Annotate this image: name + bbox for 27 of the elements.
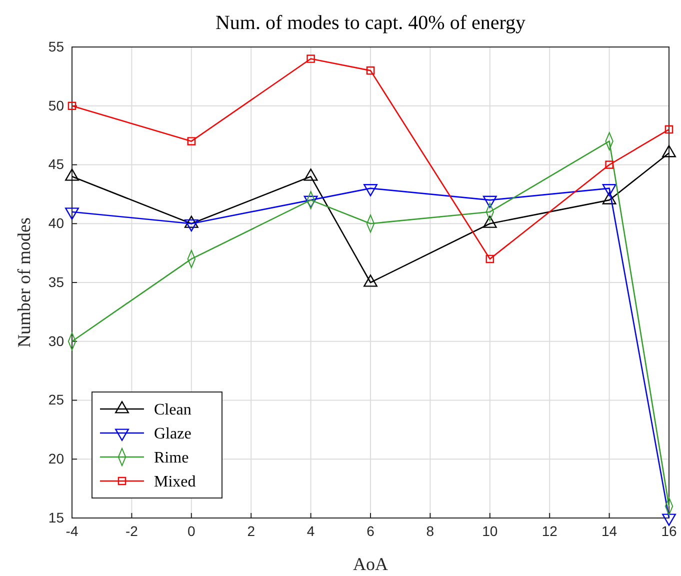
x-tick-label: 16 xyxy=(661,522,677,539)
legend-label: Rime xyxy=(154,450,189,467)
y-tick-label: 30 xyxy=(48,332,64,349)
x-tick-label: 8 xyxy=(426,522,434,539)
y-tick-label: 55 xyxy=(48,38,64,54)
y-axis-title: Number of modes xyxy=(14,218,34,348)
x-tick-label: -2 xyxy=(125,522,138,539)
x-tick-label: 12 xyxy=(542,522,558,539)
x-tick-label: 2 xyxy=(247,522,256,539)
x-tick-label: -4 xyxy=(66,522,78,539)
legend-label: Mixed xyxy=(154,474,196,491)
x-axis-title: AoA xyxy=(353,554,388,574)
legend-label: Clean xyxy=(154,402,192,419)
x-tick-label: 4 xyxy=(306,522,315,539)
chart-title: Num. of modes to capt. 40% of energy xyxy=(215,12,526,34)
y-tick-label: 40 xyxy=(48,215,64,232)
x-tick-label: 6 xyxy=(366,522,375,539)
y-tick-label: 35 xyxy=(48,274,64,290)
y-tick-label: 20 xyxy=(48,450,64,467)
x-tick-label: 0 xyxy=(188,522,196,539)
y-tick-label: 45 xyxy=(48,156,64,172)
y-tick-label: 50 xyxy=(48,97,64,114)
y-tick-label: 25 xyxy=(48,392,64,408)
y-tick-label: 15 xyxy=(48,509,64,526)
legend-label: Glaze xyxy=(154,426,192,443)
x-tick-label: 10 xyxy=(482,522,498,539)
x-tick-label: 14 xyxy=(602,522,618,539)
